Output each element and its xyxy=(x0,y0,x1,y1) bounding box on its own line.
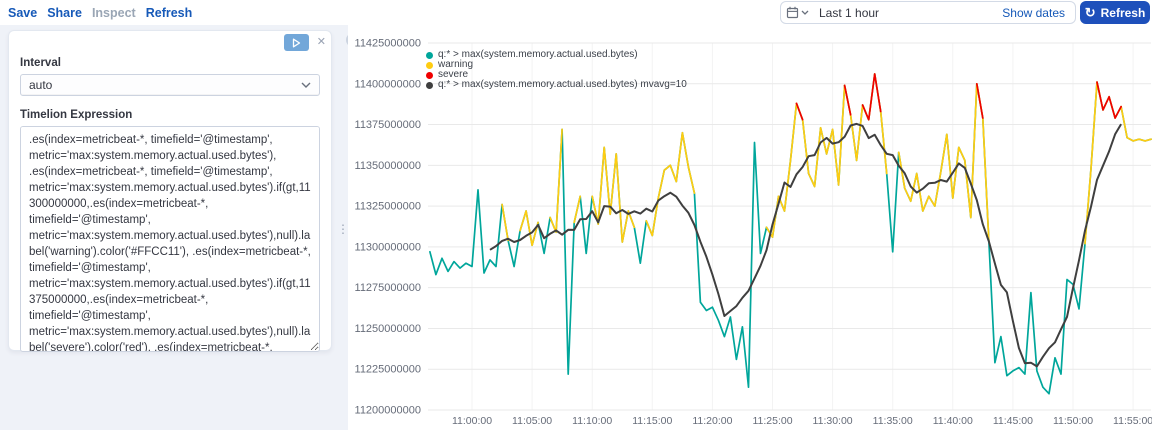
run-expression-button[interactable] xyxy=(283,34,309,51)
svg-text:11400000000: 11400000000 xyxy=(355,78,421,90)
series-base-line xyxy=(429,73,1152,395)
refresh-nav-button[interactable]: Refresh xyxy=(145,5,193,20)
timelion-editor-panel: ✕ Interval auto Timelion Expression .es(… xyxy=(8,30,332,352)
interval-label: Interval xyxy=(20,57,61,69)
panel-actions: ✕ xyxy=(283,34,326,51)
svg-text:11:45:00: 11:45:00 xyxy=(993,415,1033,427)
svg-text:11:55:00: 11:55:00 xyxy=(1113,415,1152,427)
svg-text:11250000000: 11250000000 xyxy=(355,323,421,335)
svg-text:11375000000: 11375000000 xyxy=(355,119,421,131)
svg-text:11325000000: 11325000000 xyxy=(355,201,421,213)
calendar-icon xyxy=(786,6,798,19)
svg-text:11350000000: 11350000000 xyxy=(355,160,421,172)
inspect-button[interactable]: Inspect xyxy=(91,5,136,20)
svg-text:11:40:00: 11:40:00 xyxy=(933,415,973,427)
legend-dot-icon xyxy=(426,51,433,59)
legend-label: q:* > max(system.memory.actual.used.byte… xyxy=(438,79,687,90)
share-button[interactable]: Share xyxy=(47,5,82,20)
svg-text:11225000000: 11225000000 xyxy=(355,364,421,376)
svg-text:11:00:00: 11:00:00 xyxy=(452,415,492,427)
refresh-icon: ↻ xyxy=(1084,5,1096,20)
svg-text:11275000000: 11275000000 xyxy=(355,282,421,294)
show-dates-button[interactable]: Show dates xyxy=(1002,5,1065,20)
svg-text:11:15:00: 11:15:00 xyxy=(632,415,672,427)
legend-item: severe xyxy=(426,70,687,80)
svg-text:11:10:00: 11:10:00 xyxy=(572,415,612,427)
legend-dot-icon xyxy=(426,61,433,69)
drag-handle-icon[interactable]: ⋮ xyxy=(337,222,349,236)
legend-label: warning xyxy=(438,59,474,70)
interval-value: auto xyxy=(29,78,53,92)
chart-panel: 11:00:00 11:05:00 11:10:00 11:15:00 11:20:00… xyxy=(348,25,1152,430)
chevron-down-icon xyxy=(301,82,311,88)
calendar-dropdown-button[interactable] xyxy=(781,2,813,23)
timelion-expression-input[interactable]: .es(index=metricbeat-*, timefield='@time… xyxy=(20,126,320,352)
svg-text:11200000000: 11200000000 xyxy=(355,405,421,417)
legend-item: q:* > max(system.memory.actual.used.byte… xyxy=(426,50,687,60)
refresh-query-button[interactable]: ↻ Refresh xyxy=(1080,1,1150,24)
chevron-down-icon xyxy=(801,10,808,15)
editor-form: Interval auto Timelion Expression .es(in… xyxy=(20,57,320,357)
timelion-chart: 11:00:00 11:05:00 11:10:00 11:15:00 11:20:00… xyxy=(355,38,1152,428)
top-nav: Save Share Inspect Refresh xyxy=(8,0,192,25)
legend-dot-icon xyxy=(426,81,433,89)
series-mvavg-line xyxy=(489,122,1122,368)
svg-text:11:05:00: 11:05:00 xyxy=(512,415,552,427)
svg-text:11:25:00: 11:25:00 xyxy=(752,415,792,427)
svg-text:11300000000: 11300000000 xyxy=(355,241,421,253)
legend-item: warning xyxy=(426,60,687,70)
expression-label: Timelion Expression xyxy=(20,109,133,121)
svg-text:11:30:00: 11:30:00 xyxy=(813,415,853,427)
series-severe-line xyxy=(795,73,1122,121)
svg-text:11:20:00: 11:20:00 xyxy=(692,415,732,427)
time-range-value[interactable]: Last 1 hour xyxy=(819,5,880,20)
legend-item: q:* > max(system.memory.actual.used.byte… xyxy=(426,80,687,90)
super-date-picker: Last 1 hour Show dates ↻ Refresh xyxy=(780,1,1150,24)
refresh-button-label: Refresh xyxy=(1100,5,1146,20)
svg-text:11:50:00: 11:50:00 xyxy=(1053,415,1093,427)
legend-label: q:* > max(system.memory.actual.used.byte… xyxy=(438,49,638,60)
interval-select[interactable]: auto xyxy=(20,74,320,96)
play-icon xyxy=(292,38,300,47)
date-picker-group: Last 1 hour Show dates xyxy=(780,1,1076,24)
legend-dot-icon xyxy=(426,71,433,79)
close-icon[interactable]: ✕ xyxy=(316,36,326,48)
svg-text:11:35:00: 11:35:00 xyxy=(873,415,913,427)
svg-text:11425000000: 11425000000 xyxy=(355,38,421,50)
legend-label: severe xyxy=(438,69,469,80)
chart-legend: q:* > max(system.memory.actual.used.byte… xyxy=(426,50,687,90)
save-button[interactable]: Save xyxy=(8,5,38,20)
